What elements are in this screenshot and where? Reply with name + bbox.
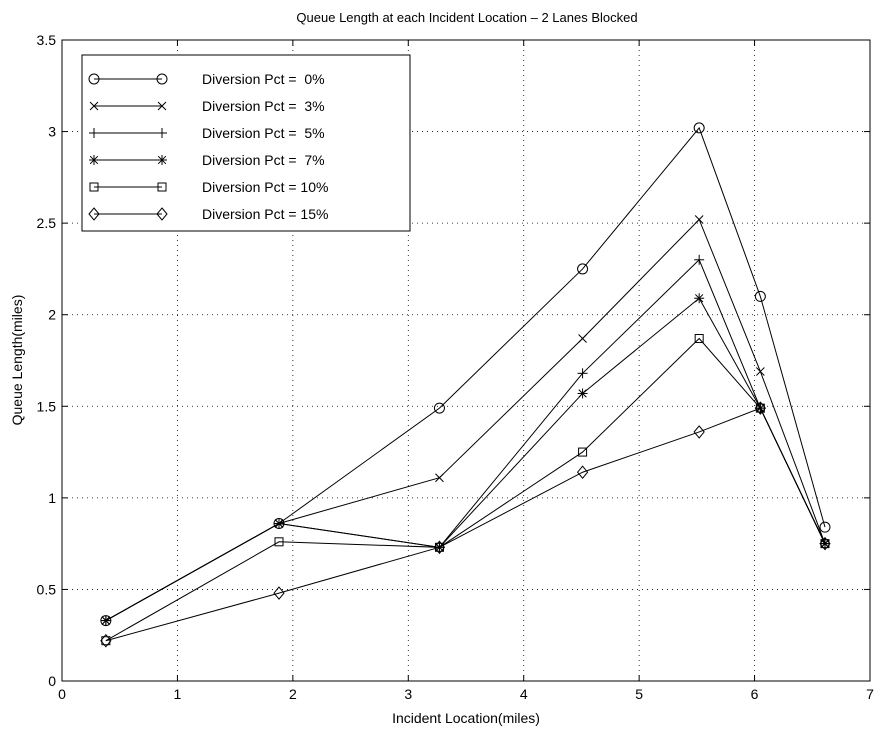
x-tick-label: 7 — [866, 686, 874, 702]
data-point-star — [694, 293, 705, 304]
legend-label: Diversion Pct = 5% — [202, 125, 325, 141]
data-point-diamond — [819, 536, 831, 551]
data-point-circle — [693, 122, 705, 134]
data-point-circle — [88, 73, 100, 85]
x-tick-label: 1 — [174, 686, 182, 702]
y-tick-label: 3.5 — [37, 32, 57, 48]
legend-label: Diversion Pct = 3% — [202, 98, 325, 114]
data-point-diamond — [156, 207, 168, 221]
legend-item: Diversion Pct = 3% — [89, 98, 325, 114]
x-tick-label: 5 — [635, 686, 643, 702]
legend-item: Diversion Pct = 15% — [88, 206, 328, 222]
data-point-x — [435, 473, 444, 483]
y-tick-label: 0.5 — [37, 581, 57, 597]
y-tick-label: 1.5 — [37, 398, 57, 414]
data-point-square — [694, 334, 704, 344]
data-point-square — [434, 542, 444, 552]
data-point-diamond — [754, 401, 766, 415]
series-line — [105, 337, 826, 642]
data-point-x — [755, 367, 765, 376]
y-tick-label: 3 — [48, 124, 56, 140]
axis-ticks: 0 1 2 3 4 5 6 7 0 0.5 1 1.5 2 2.5 3 3.5 — [37, 32, 874, 702]
legend-label: Diversion Pct = 15% — [202, 206, 328, 222]
series-line — [105, 297, 826, 621]
legend-label: Diversion Pct = 7% — [202, 152, 325, 168]
data-point-plus — [577, 368, 588, 379]
x-tick-label: 4 — [520, 686, 528, 702]
data-point-circle — [433, 402, 445, 414]
data-point-star — [89, 155, 99, 165]
series-line — [105, 407, 826, 642]
series-1 — [101, 215, 830, 625]
data-point-circle — [577, 263, 589, 275]
data-point-square — [89, 182, 99, 192]
legend-box — [81, 54, 411, 232]
x-axis-title: Incident Location(miles) — [392, 710, 540, 726]
grid — [62, 40, 870, 681]
data-point-star — [157, 155, 167, 165]
data-point-diamond — [273, 586, 285, 600]
series-3 — [100, 293, 830, 626]
data-point-square — [578, 447, 588, 457]
data-point-x — [694, 215, 704, 224]
data-point-diamond — [693, 425, 705, 439]
series-5 — [100, 401, 831, 648]
x-tick-label: 6 — [751, 686, 759, 702]
y-tick-label: 1 — [48, 490, 56, 506]
data-point-x — [578, 334, 587, 343]
legend-item: Diversion Pct = 0% — [88, 71, 325, 87]
data-point-circle — [819, 521, 831, 533]
data-point-star — [100, 615, 111, 626]
data-point-diamond — [88, 207, 100, 221]
data-point-plus — [157, 128, 167, 138]
series-line — [105, 258, 826, 621]
y-tick-label: 0 — [48, 673, 56, 689]
data-point-diamond — [100, 633, 112, 648]
x-tick-label: 0 — [58, 686, 66, 702]
data-point-diamond — [576, 465, 589, 479]
y-tick-label: 2 — [48, 307, 56, 323]
data-point-square — [755, 403, 765, 413]
data-point-plus — [89, 128, 99, 138]
x-tick-label: 3 — [404, 686, 412, 702]
legend-label: Diversion Pct = 10% — [202, 179, 328, 195]
data-point-square — [820, 539, 830, 549]
x-tick-label: 2 — [289, 686, 297, 702]
legend-item: Diversion Pct = 10% — [89, 179, 328, 195]
legend: Diversion Pct = 0% Diversion Pct = 3% Dive… — [81, 54, 411, 232]
y-tick-label: 2.5 — [37, 215, 57, 231]
data-point-star — [577, 388, 588, 399]
data-point-plus — [694, 254, 705, 265]
legend-item: Diversion Pct = 5% — [89, 125, 325, 141]
series-group — [100, 122, 831, 648]
data-point-x — [157, 101, 167, 111]
series-4 — [101, 334, 830, 646]
data-point-star — [274, 518, 285, 529]
data-point-circle — [754, 290, 766, 302]
legend-item: Diversion Pct = 7% — [89, 152, 325, 168]
data-point-circle — [156, 73, 168, 85]
data-point-square — [157, 182, 167, 192]
data-point-square — [101, 636, 111, 646]
y-axis-title: Queue Length(miles) — [9, 295, 25, 426]
plot-frame — [61, 39, 871, 682]
data-point-diamond — [433, 540, 446, 555]
chart-title: Queue Length at each Incident Location –… — [296, 10, 637, 25]
series-2 — [100, 254, 830, 626]
data-point-x — [89, 101, 99, 111]
legend-label: Diversion Pct = 0% — [202, 71, 325, 87]
data-point-square — [274, 537, 284, 547]
